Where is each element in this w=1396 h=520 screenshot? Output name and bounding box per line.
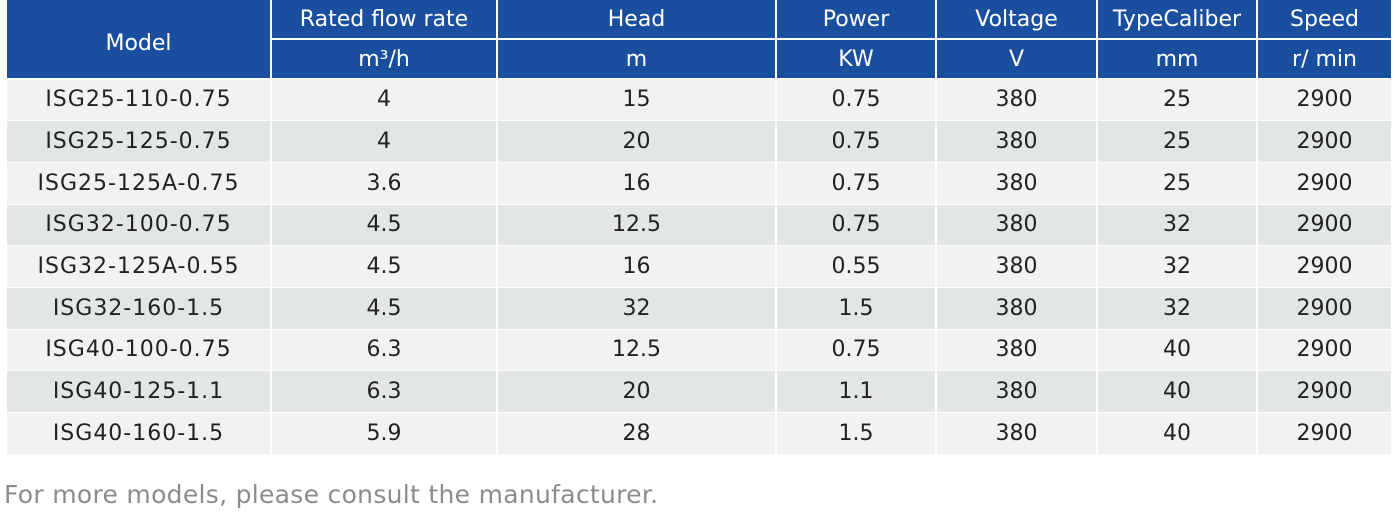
caliber-cell: 32 xyxy=(1096,203,1258,247)
model-cell: ISG40-100-0.75 xyxy=(5,328,272,372)
voltage-cell: 380 xyxy=(935,120,1098,163)
speed-cell: 2900 xyxy=(1256,370,1393,413)
head-cell: 12.5 xyxy=(496,203,777,247)
flow-rate-cell: 6.3 xyxy=(270,370,498,413)
speed-cell: 2900 xyxy=(1256,328,1393,372)
unit-speed: r/ min xyxy=(1256,39,1393,79)
caliber-cell: 25 xyxy=(1096,161,1258,205)
voltage-cell: 380 xyxy=(935,161,1098,205)
model-cell: ISG32-100-0.75 xyxy=(5,203,272,247)
flow-rate-cell: 4 xyxy=(270,77,498,122)
head-cell: 15 xyxy=(496,77,777,122)
voltage-cell: 380 xyxy=(935,286,1098,330)
speed-cell: 2900 xyxy=(1256,161,1393,205)
head-cell: 32 xyxy=(496,286,777,330)
head-cell: 12.5 xyxy=(496,328,777,372)
table-row: ISG32-100-0.75 4.5 12.5 0.75 380 32 2900 xyxy=(5,203,1393,247)
pump-spec-table: Model Rated flow rate Head Power Voltage… xyxy=(5,0,1393,455)
footnote: For more models, please consult the manu… xyxy=(4,480,659,509)
caliber-cell: 32 xyxy=(1096,286,1258,330)
speed-cell: 2900 xyxy=(1256,412,1393,455)
table-row: ISG25-125-0.75 4 20 0.75 380 25 2900 xyxy=(5,120,1393,163)
model-cell: ISG40-125-1.1 xyxy=(5,370,272,413)
header-power: Power xyxy=(775,0,937,40)
flow-rate-cell: 4.5 xyxy=(270,203,498,247)
model-cell: ISG40-160-1.5 xyxy=(5,412,272,455)
head-cell: 20 xyxy=(496,120,777,163)
head-cell: 16 xyxy=(496,161,777,205)
unit-voltage: V xyxy=(935,39,1098,79)
table-row: ISG25-110-0.75 4 15 0.75 380 25 2900 xyxy=(5,77,1393,122)
caliber-cell: 40 xyxy=(1096,412,1258,455)
power-cell: 1.1 xyxy=(775,370,937,413)
model-cell: ISG32-125A-0.55 xyxy=(5,245,272,288)
power-cell: 0.75 xyxy=(775,328,937,372)
header-head: Head xyxy=(496,0,777,40)
flow-rate-cell: 3.6 xyxy=(270,161,498,205)
speed-cell: 2900 xyxy=(1256,245,1393,288)
unit-head: m xyxy=(496,39,777,79)
speed-cell: 2900 xyxy=(1256,286,1393,330)
voltage-cell: 380 xyxy=(935,370,1098,413)
table-header: Model Rated flow rate Head Power Voltage… xyxy=(5,0,1393,80)
speed-cell: 2900 xyxy=(1256,203,1393,247)
voltage-cell: 380 xyxy=(935,412,1098,455)
header-caliber: TypeCaliber xyxy=(1096,0,1258,40)
power-cell: 0.75 xyxy=(775,120,937,163)
unit-flow-rate: m³/h xyxy=(270,39,498,79)
power-cell: 1.5 xyxy=(775,286,937,330)
model-cell: ISG32-160-1.5 xyxy=(5,286,272,330)
table-row: ISG25-125A-0.75 3.6 16 0.75 380 25 2900 xyxy=(5,161,1393,205)
table-row: ISG32-125A-0.55 4.5 16 0.55 380 32 2900 xyxy=(5,245,1393,288)
table-body: ISG25-110-0.75 4 15 0.75 380 25 2900 ISG25-125-… xyxy=(5,77,1393,455)
voltage-cell: 380 xyxy=(935,203,1098,247)
flow-rate-cell: 4 xyxy=(270,120,498,163)
flow-rate-cell: 5.9 xyxy=(270,412,498,455)
model-cell: ISG25-110-0.75 xyxy=(5,77,272,122)
flow-rate-cell: 6.3 xyxy=(270,328,498,372)
power-cell: 0.75 xyxy=(775,77,937,122)
caliber-cell: 25 xyxy=(1096,120,1258,163)
speed-cell: 2900 xyxy=(1256,120,1393,163)
speed-cell: 2900 xyxy=(1256,77,1393,122)
model-cell: ISG25-125A-0.75 xyxy=(5,161,272,205)
voltage-cell: 380 xyxy=(935,77,1098,122)
header-speed: Speed xyxy=(1256,0,1393,40)
header-voltage: Voltage xyxy=(935,0,1098,40)
caliber-cell: 25 xyxy=(1096,77,1258,122)
power-cell: 1.5 xyxy=(775,412,937,455)
power-cell: 0.75 xyxy=(775,203,937,247)
power-cell: 0.55 xyxy=(775,245,937,288)
caliber-cell: 40 xyxy=(1096,370,1258,413)
head-cell: 20 xyxy=(496,370,777,413)
unit-caliber: mm xyxy=(1096,39,1258,79)
flow-rate-cell: 4.5 xyxy=(270,286,498,330)
header-model: Model xyxy=(5,0,272,80)
model-cell: ISG25-125-0.75 xyxy=(5,120,272,163)
unit-power: KW xyxy=(775,39,937,79)
caliber-cell: 32 xyxy=(1096,245,1258,288)
power-cell: 0.75 xyxy=(775,161,937,205)
header-flow-rate: Rated flow rate xyxy=(270,0,498,40)
caliber-cell: 40 xyxy=(1096,328,1258,372)
table-row: ISG32-160-1.5 4.5 32 1.5 380 32 2900 xyxy=(5,286,1393,330)
flow-rate-cell: 4.5 xyxy=(270,245,498,288)
voltage-cell: 380 xyxy=(935,245,1098,288)
head-cell: 16 xyxy=(496,245,777,288)
table-row: ISG40-125-1.1 6.3 20 1.1 380 40 2900 xyxy=(5,370,1393,413)
table-row: ISG40-160-1.5 5.9 28 1.5 380 40 2900 xyxy=(5,412,1393,455)
voltage-cell: 380 xyxy=(935,328,1098,372)
head-cell: 28 xyxy=(496,412,777,455)
table-row: ISG40-100-0.75 6.3 12.5 0.75 380 40 2900 xyxy=(5,328,1393,372)
